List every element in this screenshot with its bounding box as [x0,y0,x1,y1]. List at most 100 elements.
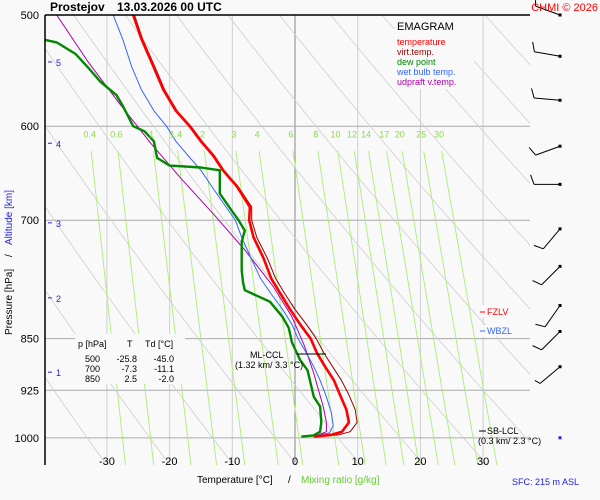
x-tick-label: 10 [352,456,364,468]
wbzl-label: WBZL [487,326,512,336]
mixing-ratio-label: 8 [313,129,318,139]
mixing-ratio-label: 12 [347,129,357,139]
wind-barb-station [558,227,562,231]
dry-adiabat [514,0,600,473]
legend-wet-bulb: wet bulb temp. [396,67,456,77]
wind-barb-flag [533,244,544,250]
mixing-ratio-line [337,151,387,465]
wind-barb-staff [534,97,561,101]
mixing-ratio-line [386,151,439,465]
table-header-td: Td [°C] [145,339,173,349]
y-axis-title: Pressure [hPa] [4,269,15,335]
mixing-ratio-label: 20 [395,129,405,139]
dry-adiabat [227,15,530,375]
legend-updraft: udpraft v.temp. [397,77,456,87]
wind-barb-station [558,54,562,58]
mixing-ratio-line [203,151,246,465]
wind-barb-staff [541,331,561,351]
y-axis-title-2: Altitude [km] [4,190,15,245]
wind-barb-staff [542,228,561,250]
x-axis-separator: / [288,475,291,486]
dry-adiabat [565,0,600,473]
y-tick-label: 700 [21,215,39,227]
wind-barb-station [558,304,562,308]
wind-barb-flag [530,174,535,185]
mixing-ratio-lines [90,151,498,465]
dry-adiabats [45,0,600,473]
mixing-ratio-line [117,151,155,465]
wind-barb-station [558,329,562,333]
table-cell: 2.5 [124,374,137,384]
wind-barb-station [558,182,562,186]
wind-barb-staff [541,266,561,286]
series-udpraft-v-temp [56,15,327,438]
altitude-tick-label: 1 [56,368,61,378]
table-cell: 700 [85,364,100,374]
y-axis-titles: Pressure [hPa] / Altitude [km] [4,190,15,335]
legend-title: EMAGRAM [397,21,454,33]
dry-adiabat [330,15,530,246]
table-header-p: p [hPa] [78,339,107,349]
x-tick-label: -10 [224,456,240,468]
y-tick-label: 925 [21,385,39,397]
series-wet-bulb-temp [112,15,334,438]
y-tick-label: 1000 [15,433,39,445]
x-tick-label: -20 [162,456,178,468]
wind-barb-flag [535,323,546,328]
mixing-ratio-label: 14 [361,129,371,139]
x-axis-title: Temperature [°C] [197,475,273,486]
mixing-ratio-label: 2 [200,129,205,139]
table-cell: 500 [85,354,100,364]
wind-barb-flag [531,88,535,99]
table-cell: -7.3 [121,364,137,374]
wind-barb-staff [544,305,561,328]
wind-barb-station [558,144,562,148]
legend-box [394,16,474,89]
copyright: CHMI © 2026 [531,2,598,14]
wind-barb-flag [534,380,541,384]
wind-barb-flag [532,345,542,351]
data-table-bg [75,334,185,384]
grid [45,15,530,465]
mixing-ratio-line [152,151,192,465]
legend-virt-temp: virt.temp. [397,47,434,57]
x-tick-label: 0 [292,456,298,468]
altitude-tick-label: 3 [56,219,61,229]
dry-adiabat [45,125,298,465]
dry-adiabat [45,289,171,465]
axes: 0.4 0.6 1 1.4 2 3 4 6 8 10 12 14 17 20 25 3050060070085… [15,10,530,468]
sb-lcl-value: (0.3 km/ 2.3 °C) [478,436,541,446]
mixing-ratio-label: 10 [331,129,341,139]
wind-barb-flag [532,41,535,52]
profiles [45,15,358,438]
wind-calm-marker [558,436,562,440]
mixing-ratio-label: 30 [434,129,444,139]
mixing-ratio-label: 17 [379,129,389,139]
station-name: Prostejov [50,0,105,14]
mixing-ratio-line [90,151,126,465]
mixing-ratio-label: 0.6 [110,129,123,139]
fzlv-label: FZLV [487,307,508,317]
y-tick-label: 600 [21,121,39,133]
dry-adiabat [45,376,107,465]
sb-lcl-label: SB-LCL [487,426,519,436]
mixing-ratio-label: 3 [231,129,236,139]
mixing-ratio-line [317,151,366,465]
mixing-ratio-line [401,151,456,465]
x-tick-label: 30 [477,456,489,468]
wind-barb-station [558,98,562,102]
wind-barb-staff [539,366,561,384]
mixing-ratio-line [258,151,304,465]
altitude-tick-label: 4 [56,139,61,149]
dry-adiabat [45,205,234,465]
mixing-ratio-line [235,151,279,465]
x-axis-title-2: Mixing ratio [g/kg] [301,475,380,486]
y-tick-label: 850 [21,334,39,346]
dry-adiabat [176,15,530,443]
dry-adiabat [45,47,362,465]
table-cell: -2.0 [158,374,174,384]
mixing-ratio-line [441,151,498,465]
wind-barb-station [558,264,562,268]
dry-adiabat [278,15,530,310]
